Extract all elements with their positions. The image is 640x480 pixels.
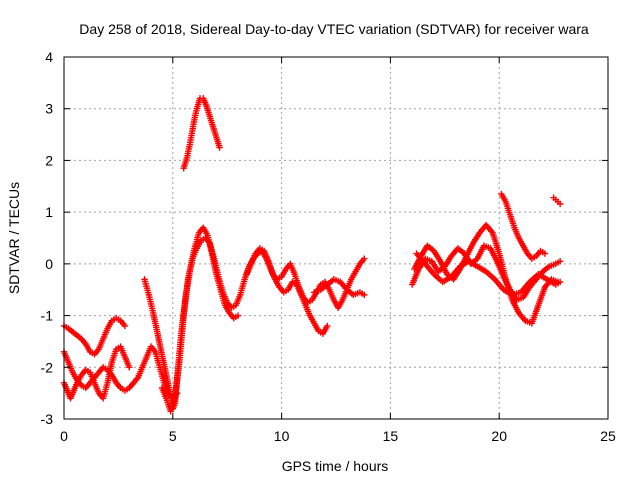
grid-lines [64, 57, 608, 419]
y-tick-label: -2 [41, 359, 54, 375]
y-tick-label: 1 [45, 204, 53, 220]
y-tick-label: 3 [45, 101, 53, 117]
data-point [121, 322, 129, 330]
series-trace-4 [141, 224, 242, 412]
data-point [556, 258, 564, 265]
data-point [234, 312, 242, 319]
y-tick-label: 4 [45, 49, 53, 65]
data-point [556, 200, 564, 208]
data-point [126, 364, 133, 371]
series-trace-8 [180, 95, 223, 172]
y-tick-label: 0 [45, 256, 53, 272]
axes: 0 5 10 15 20 25 -3 -2 -1 0 1 2 3 4 [41, 49, 616, 444]
x-tick-label: 25 [600, 428, 616, 444]
chart-title: Day 258 of 2018, Sidereal Day-to-day VTE… [79, 21, 589, 37]
series-trace-11 [413, 250, 564, 299]
plot-frame [63, 56, 609, 420]
series-trace-12 [498, 190, 549, 262]
data-point [361, 255, 368, 262]
data-point [541, 250, 549, 257]
y-tick-label: -1 [41, 308, 54, 324]
y-tick-label: 2 [45, 152, 53, 168]
x-axis-label: GPS time / hours [282, 458, 389, 474]
x-tick-label: 15 [383, 428, 399, 444]
series-trace-6 [243, 245, 368, 312]
series-trace-2 [60, 343, 181, 402]
x-tick-label: 20 [491, 428, 507, 444]
x-tick-label: 10 [274, 428, 290, 444]
data-points [60, 95, 564, 415]
data-point [556, 278, 564, 286]
series-trace-5 [158, 234, 331, 415]
series-trace-1 [60, 314, 129, 358]
y-axis-label: SDTVAR / TECUs [6, 182, 22, 294]
y-tick-label: -3 [41, 411, 54, 427]
data-point [216, 144, 223, 151]
series-trace-13 [550, 194, 564, 208]
data-point [324, 322, 331, 330]
x-tick-label: 5 [169, 428, 177, 444]
series-trace-3 [60, 343, 133, 402]
data-point [361, 291, 368, 299]
series-trace-7 [311, 276, 368, 299]
x-tick-label: 0 [60, 428, 68, 444]
